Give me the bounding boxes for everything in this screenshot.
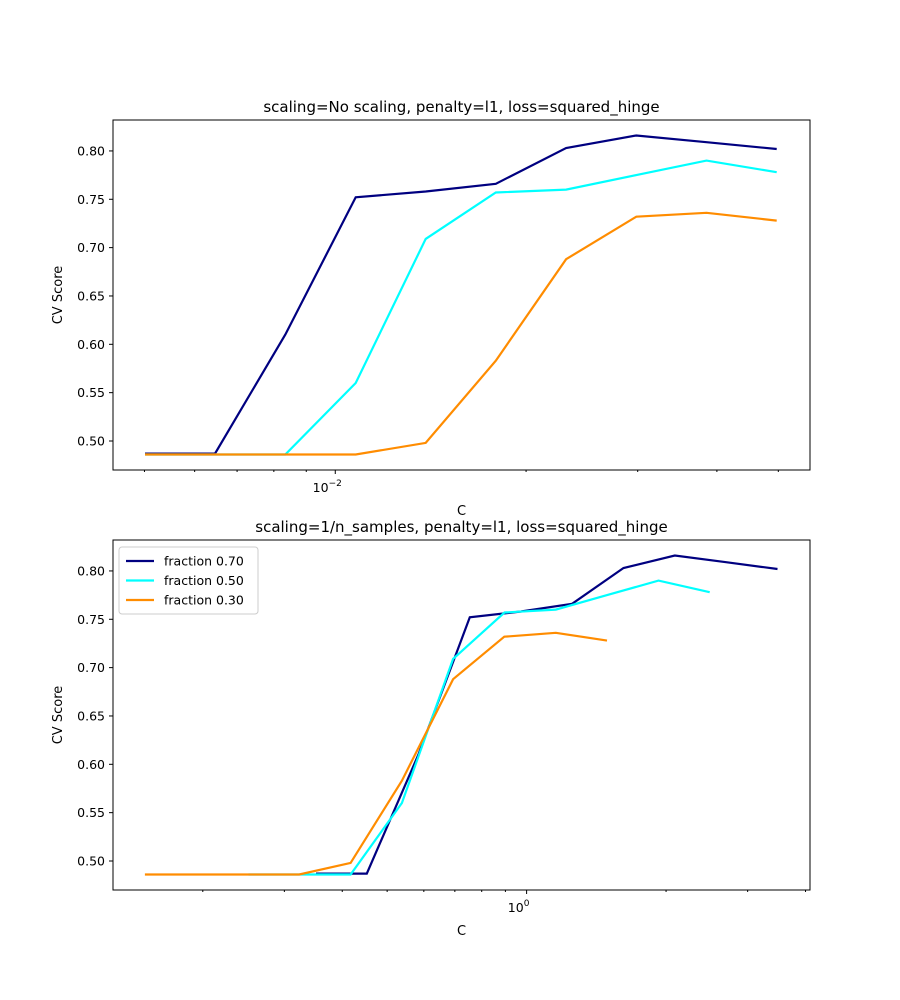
y-tick-label: 0.60 — [77, 757, 105, 772]
axes-frame — [112, 539, 811, 891]
chart-title: scaling=1/n_samples, penalty=l1, loss=sq… — [255, 518, 667, 537]
y-tick-label: 0.70 — [77, 660, 105, 675]
y-tick-label: 0.65 — [77, 288, 105, 303]
series-line-fraction-0-30 — [145, 211, 777, 456]
x-tick-exponent: 0 — [524, 899, 530, 909]
legend-label: fraction 0.30 — [164, 593, 244, 608]
x-axis-label: C — [457, 924, 466, 939]
y-tick-label: 0.70 — [77, 240, 105, 255]
legend-box — [118, 546, 259, 615]
y-axis-label: CV Score — [51, 266, 66, 325]
y-tick-label: 0.55 — [77, 385, 105, 400]
chart-title: scaling=No scaling, penalty=l1, loss=squ… — [263, 98, 659, 117]
y-tick-label: 0.50 — [77, 853, 105, 868]
legend: fraction 0.70 fraction 0.50 fraction 0.30 — [118, 546, 259, 615]
x-tick-base: 10 — [313, 480, 329, 495]
legend-label: fraction 0.50 — [164, 573, 244, 588]
series-line-fraction-0-70 — [145, 134, 777, 455]
y-tick-label: 0.80 — [77, 563, 105, 578]
y-tick-label: 0.80 — [77, 143, 105, 158]
legend-label: fraction 0.70 — [164, 554, 244, 569]
x-tick-label: 100 — [508, 899, 530, 915]
y-tick-label: 0.75 — [77, 612, 105, 627]
x-tick-exponent: −2 — [329, 479, 342, 489]
axes-frame — [112, 119, 811, 471]
x-tick-base: 10 — [508, 900, 524, 915]
y-tick-label: 0.65 — [77, 708, 105, 723]
chart-2: scaling=1/n_samples, penalty=l1, loss=sq… — [51, 518, 811, 939]
y-tick-label: 0.55 — [77, 805, 105, 820]
series-line-fraction-0-50 — [248, 579, 710, 876]
chart-1: scaling=No scaling, penalty=l1, loss=squ… — [51, 98, 811, 519]
series-line-fraction-0-30 — [144, 631, 608, 876]
x-axis-label: C — [457, 504, 466, 519]
y-tick-label: 0.60 — [77, 337, 105, 352]
y-tick-label: 0.50 — [77, 433, 105, 448]
x-tick-label: 10−2 — [313, 479, 342, 495]
y-tick-label: 0.75 — [77, 192, 105, 207]
y-axis-label: CV Score — [51, 686, 66, 745]
